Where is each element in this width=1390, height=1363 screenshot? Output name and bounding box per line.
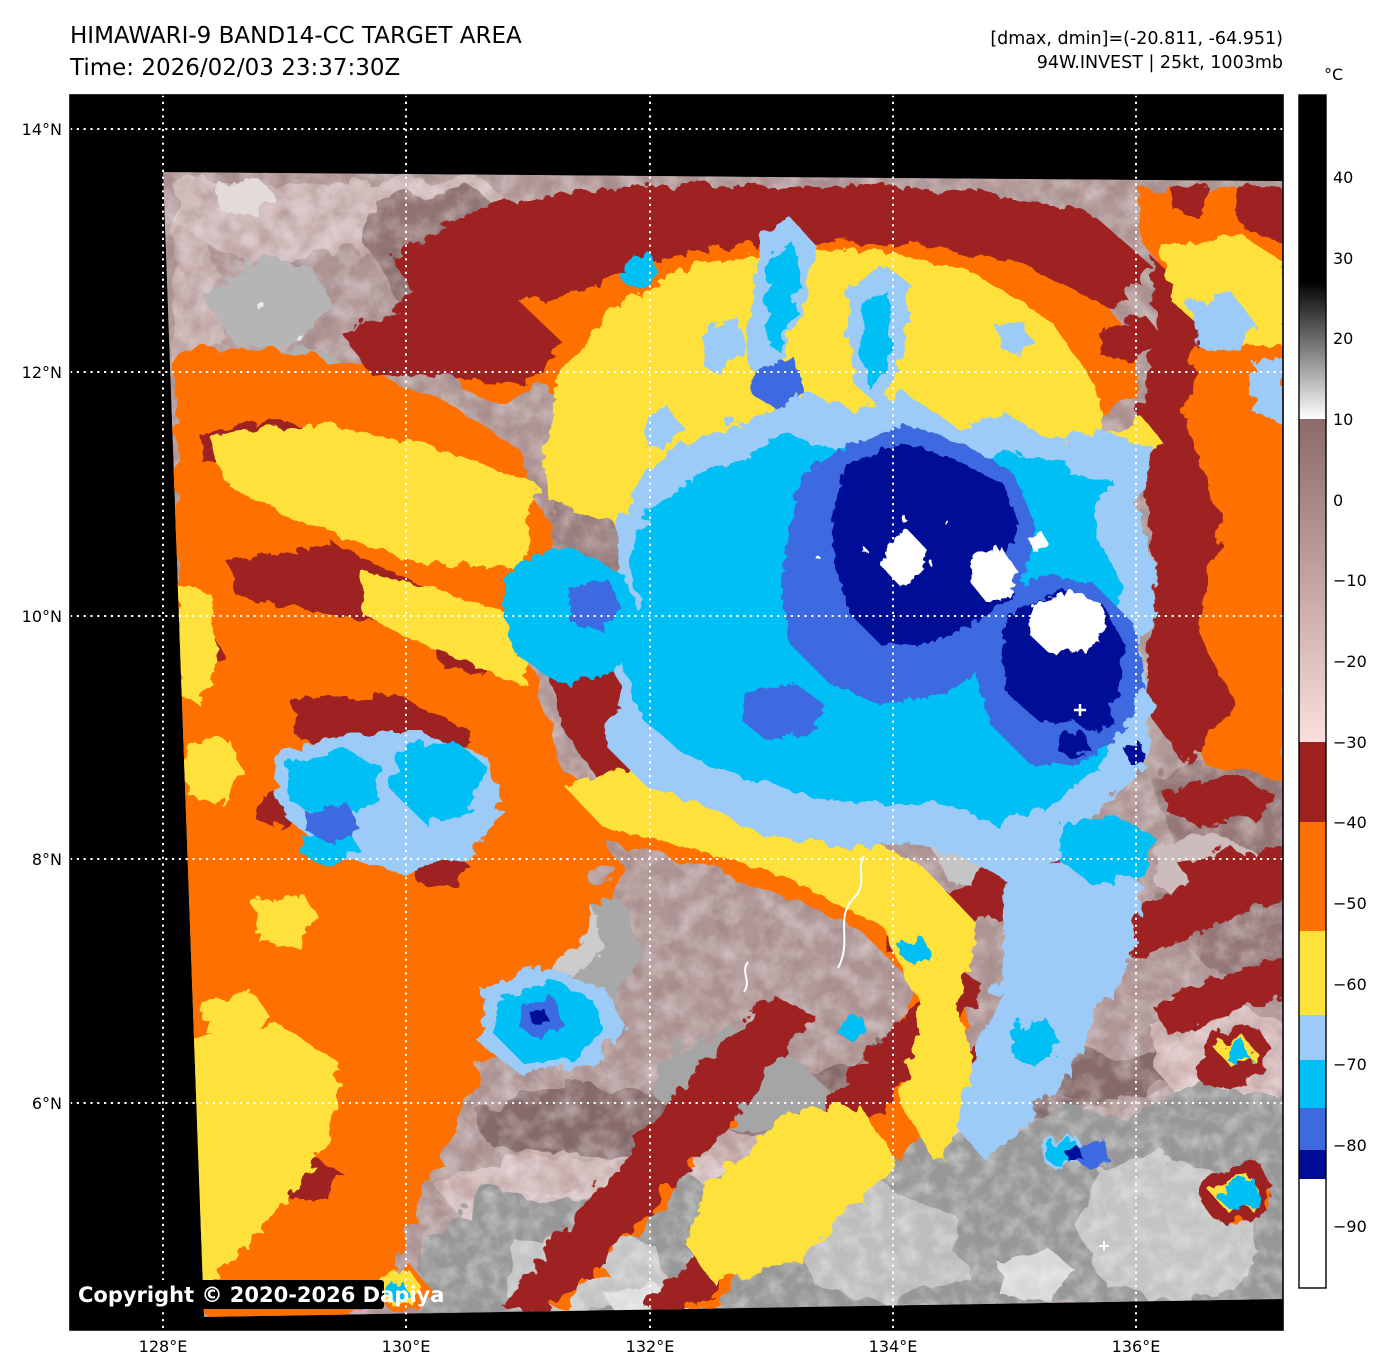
colorbar-tick: −90	[1333, 1217, 1367, 1236]
colorbar-tick-labels: 40 30 20 10 0 −10 −20 −30 −40 −50 −60 −7…	[1333, 168, 1367, 1236]
satellite-swath	[163, 172, 1283, 1317]
lat-tick-label: 14°N	[22, 120, 62, 139]
lon-tick-label: 132°E	[626, 1337, 675, 1356]
colorbar-tick: 0	[1333, 491, 1343, 510]
lon-tick-label: 128°E	[139, 1337, 188, 1356]
latitude-axis: 14°N 12°N 10°N 8°N 6°N	[22, 120, 62, 1113]
colorbar-tick: 20	[1333, 329, 1353, 348]
lon-tick-label: 134°E	[869, 1337, 918, 1356]
longitude-axis: 128°E 130°E 132°E 134°E 136°E	[139, 1337, 1161, 1356]
lat-tick-label: 6°N	[32, 1094, 62, 1113]
page-title: HIMAWARI-9 BAND14-CC TARGET AREA	[70, 23, 522, 49]
colorbar-tick: −30	[1333, 733, 1367, 752]
colorbar: °C 40 30 20 10 0 −10 −20 −30 −40 −50	[1298, 65, 1367, 1289]
copyright-banner: Copyright © 2020-2026 Dapiya	[70, 1280, 444, 1309]
colorbar-tick: −20	[1333, 652, 1367, 671]
colorbar-tick: −40	[1333, 813, 1367, 832]
colorbar-tick: −50	[1333, 894, 1367, 913]
lon-tick-label: 136°E	[1112, 1337, 1161, 1356]
graticule-gridlines	[70, 95, 1283, 1330]
colorbar-tick: −70	[1333, 1055, 1367, 1074]
colorbar-unit-label: °C	[1324, 65, 1343, 84]
colorbar-scale	[1298, 94, 1327, 1289]
lat-tick-label: 10°N	[22, 607, 62, 626]
lat-tick-label: 8°N	[32, 850, 62, 869]
colorbar-tick: 30	[1333, 249, 1353, 268]
colorbar-tick: −60	[1333, 975, 1367, 994]
dmax-dmin-annotation: [dmax, dmin]=(-20.811, -64.951)	[990, 29, 1283, 49]
white-contour-marks	[743, 704, 1109, 1251]
storm-info-annotation: 94W.INVEST | 25kt, 1003mb	[1037, 53, 1283, 73]
lat-tick-label: 12°N	[22, 363, 62, 382]
lon-tick-label: 130°E	[382, 1337, 431, 1356]
timestamp: Time: 2026/02/03 23:37:30Z	[69, 55, 400, 81]
plot-border	[69, 94, 1284, 1331]
colorbar-tick: 10	[1333, 410, 1353, 429]
colorbar-tick: −80	[1333, 1136, 1367, 1155]
map-plot: Copyright © 2020-2026 Dapiya	[70, 95, 1283, 1330]
colorbar-tick: 40	[1333, 168, 1353, 187]
colorbar-tick: −10	[1333, 571, 1367, 590]
copyright-text: Copyright © 2020-2026 Dapiya	[78, 1283, 444, 1307]
overshooting-tops-white	[813, 515, 1103, 651]
